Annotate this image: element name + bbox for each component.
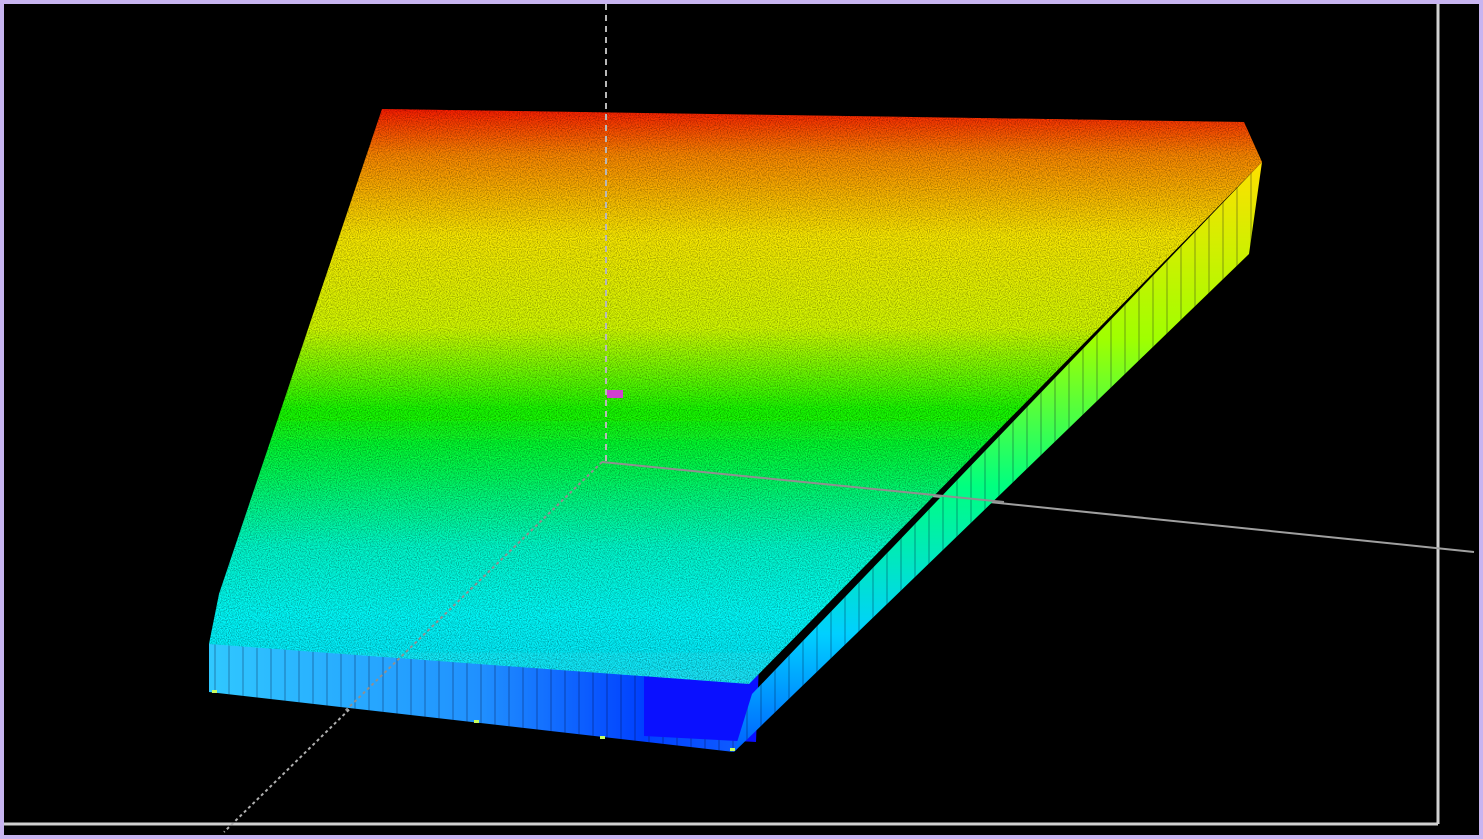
slab-top-face (209, 109, 1262, 684)
center-marker[interactable] (607, 390, 623, 398)
edge-ticks (212, 690, 735, 751)
slab-right-face-stripes (734, 162, 1262, 752)
point-cloud-scene[interactable] (4, 4, 1479, 835)
axis-x-visible (601, 461, 1005, 503)
3d-viewport[interactable] (4, 4, 1479, 835)
